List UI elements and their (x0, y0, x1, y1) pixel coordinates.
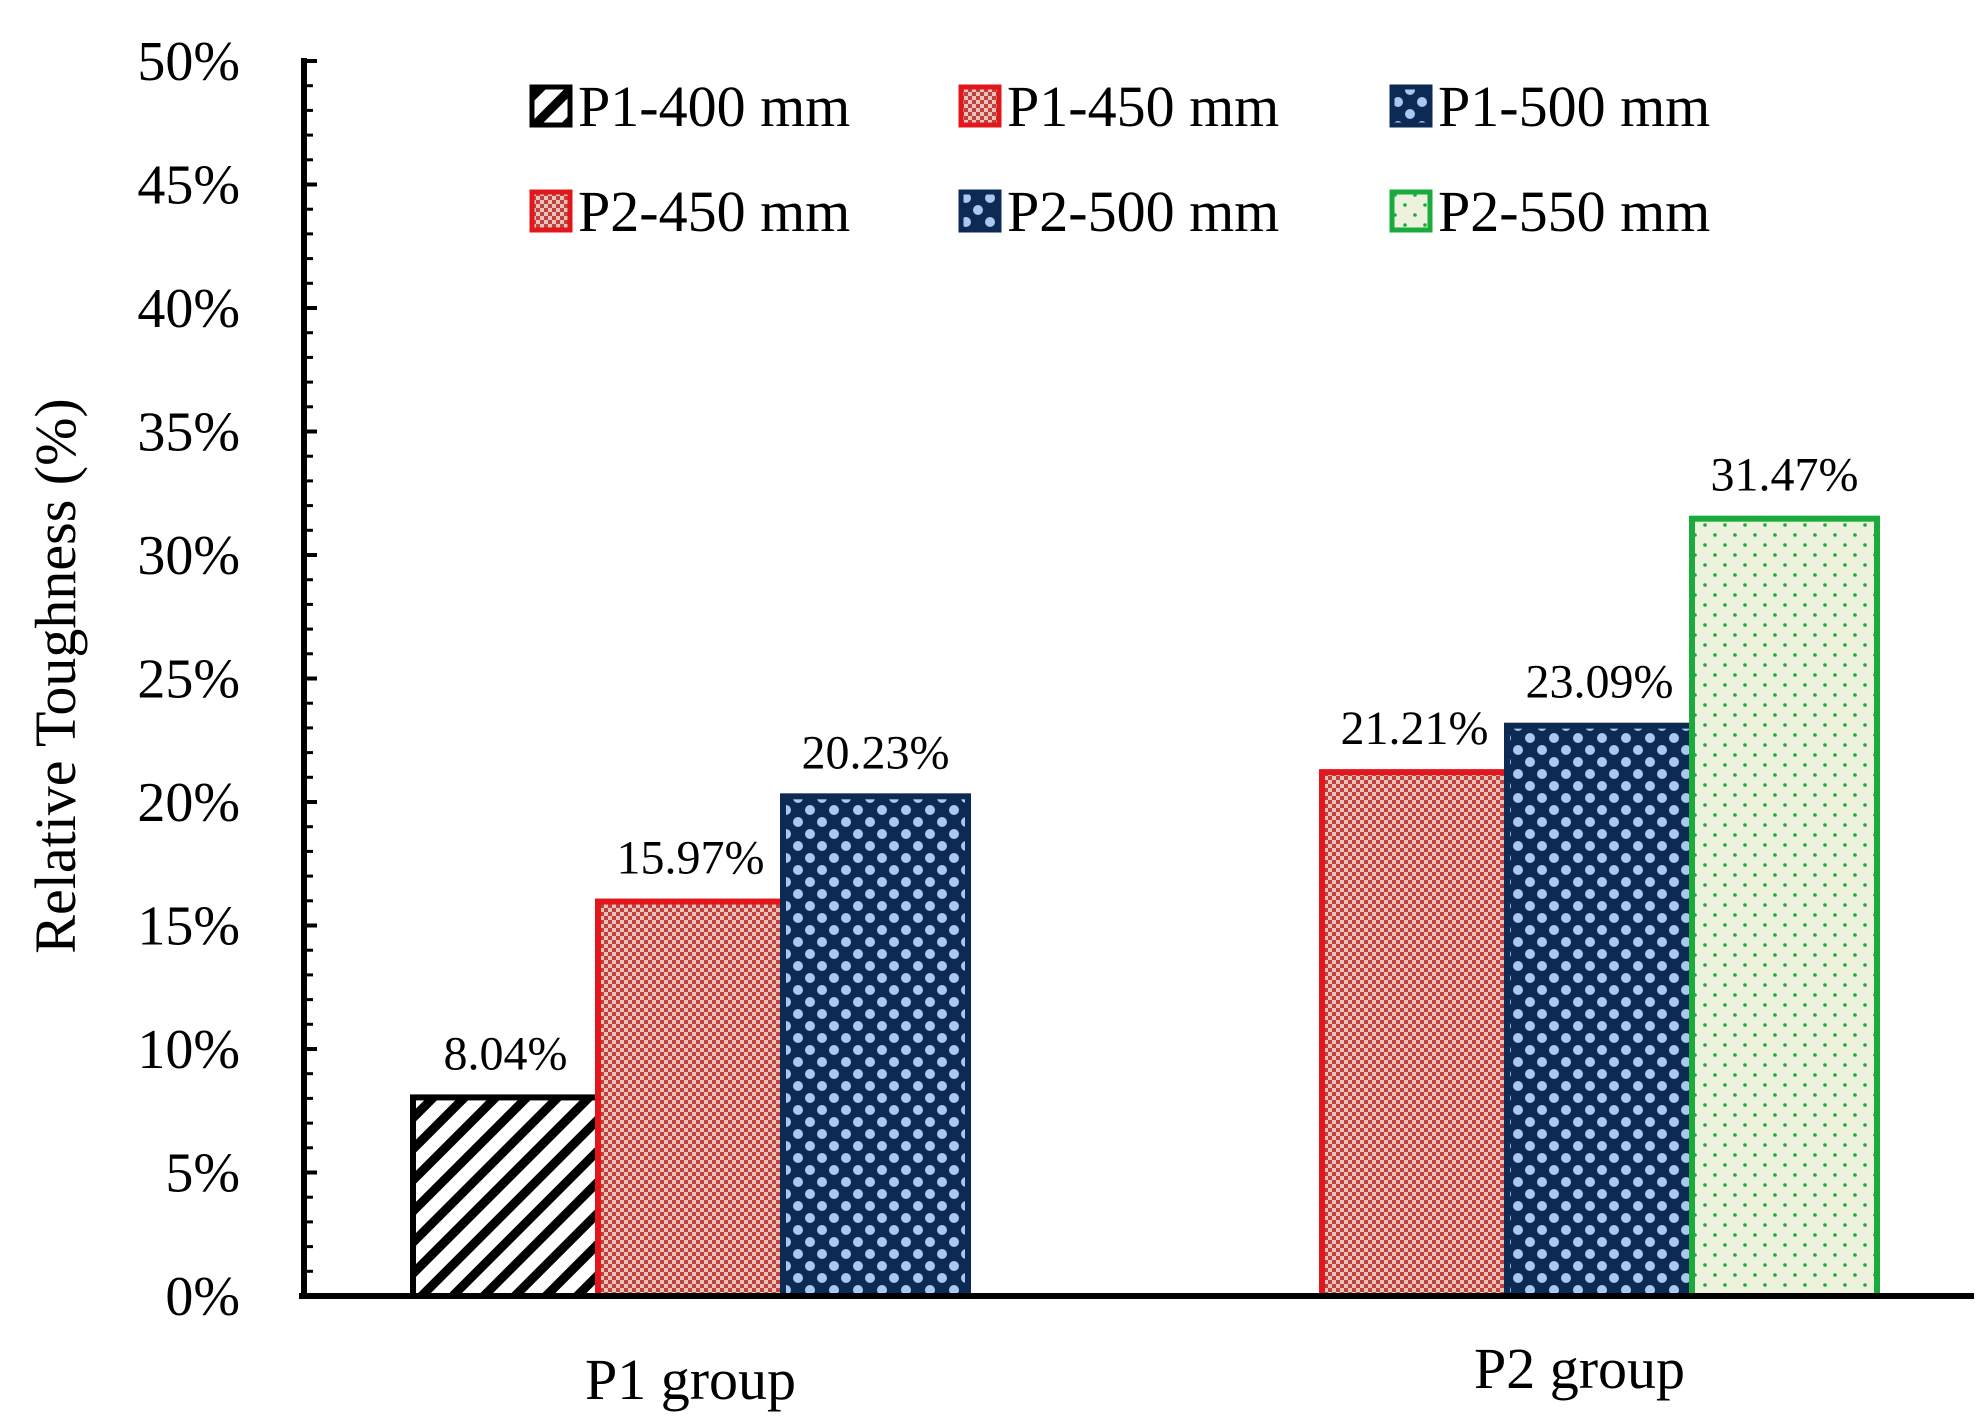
bar-p2-550-mm (1689, 515, 1880, 1299)
y-tick-label: 25% (137, 649, 240, 711)
y-tick-label: 15% (137, 896, 240, 958)
bar-p1-500-mm (780, 793, 971, 1299)
legend-swatch (1389, 189, 1433, 233)
legend-item: P2-450 mm (529, 179, 850, 244)
legend-label: P1-450 mm (1007, 74, 1279, 139)
legend-item: P2-550 mm (1389, 179, 1710, 244)
legend-swatch (529, 84, 573, 128)
legend-swatch (1389, 84, 1433, 128)
x-axis-labels: P1 group P2 group (585, 1336, 1685, 1412)
legend-swatch (958, 84, 1002, 128)
data-label: 15.97% (617, 832, 765, 885)
legend-item: P1-400 mm (529, 74, 850, 139)
bar-p1-400-mm (410, 1094, 601, 1299)
legend-label: P1-400 mm (578, 74, 850, 139)
legend-label: P2-550 mm (1438, 179, 1710, 244)
bars (410, 515, 1880, 1300)
y-tick-label: 5% (165, 1143, 240, 1205)
x-tick-label: P1 group (585, 1347, 796, 1412)
data-label: 31.47% (1711, 449, 1859, 502)
data-label: 8.04% (444, 1027, 568, 1080)
y-axis-title: Relative Toughness (%) (23, 398, 88, 953)
bar-p2-450-mm (1319, 769, 1510, 1299)
bar-p1-450-mm (595, 898, 786, 1300)
legend: P1-400 mm P1-450 mm P1-500 mm P2-450 mm P2-5… (529, 74, 1710, 244)
y-tick-label: 50% (137, 31, 240, 93)
data-labels: 8.04% 15.97% 20.23% 21.21% 23.09% 31.47% (444, 449, 1859, 1081)
bar-p2-500-mm (1504, 722, 1695, 1299)
legend-item: P2-500 mm (958, 179, 1279, 244)
y-tick-label: 0% (165, 1266, 240, 1328)
y-tick-label: 40% (137, 278, 240, 340)
data-label: 23.09% (1526, 656, 1674, 709)
y-axis-labels: 0% 5% 10% 15% 20% 25% 30% 35% 40% 45% 50% (137, 31, 240, 1328)
y-tick-label: 10% (137, 1019, 240, 1081)
legend-label: P2-500 mm (1007, 179, 1279, 244)
y-tick-label: 35% (137, 402, 240, 464)
legend-item: P1-500 mm (1389, 74, 1710, 139)
legend-swatch (529, 189, 573, 233)
y-tick-label: 20% (137, 772, 240, 834)
data-label: 21.21% (1341, 702, 1489, 755)
legend-label: P1-500 mm (1438, 74, 1710, 139)
data-label: 20.23% (802, 726, 950, 779)
x-tick-label: P2 group (1474, 1336, 1685, 1401)
legend-label: P2-450 mm (578, 179, 850, 244)
legend-swatch (958, 189, 1002, 233)
y-tick-label: 45% (137, 155, 240, 217)
legend-item: P1-450 mm (958, 74, 1279, 139)
y-tick-label: 30% (137, 525, 240, 587)
